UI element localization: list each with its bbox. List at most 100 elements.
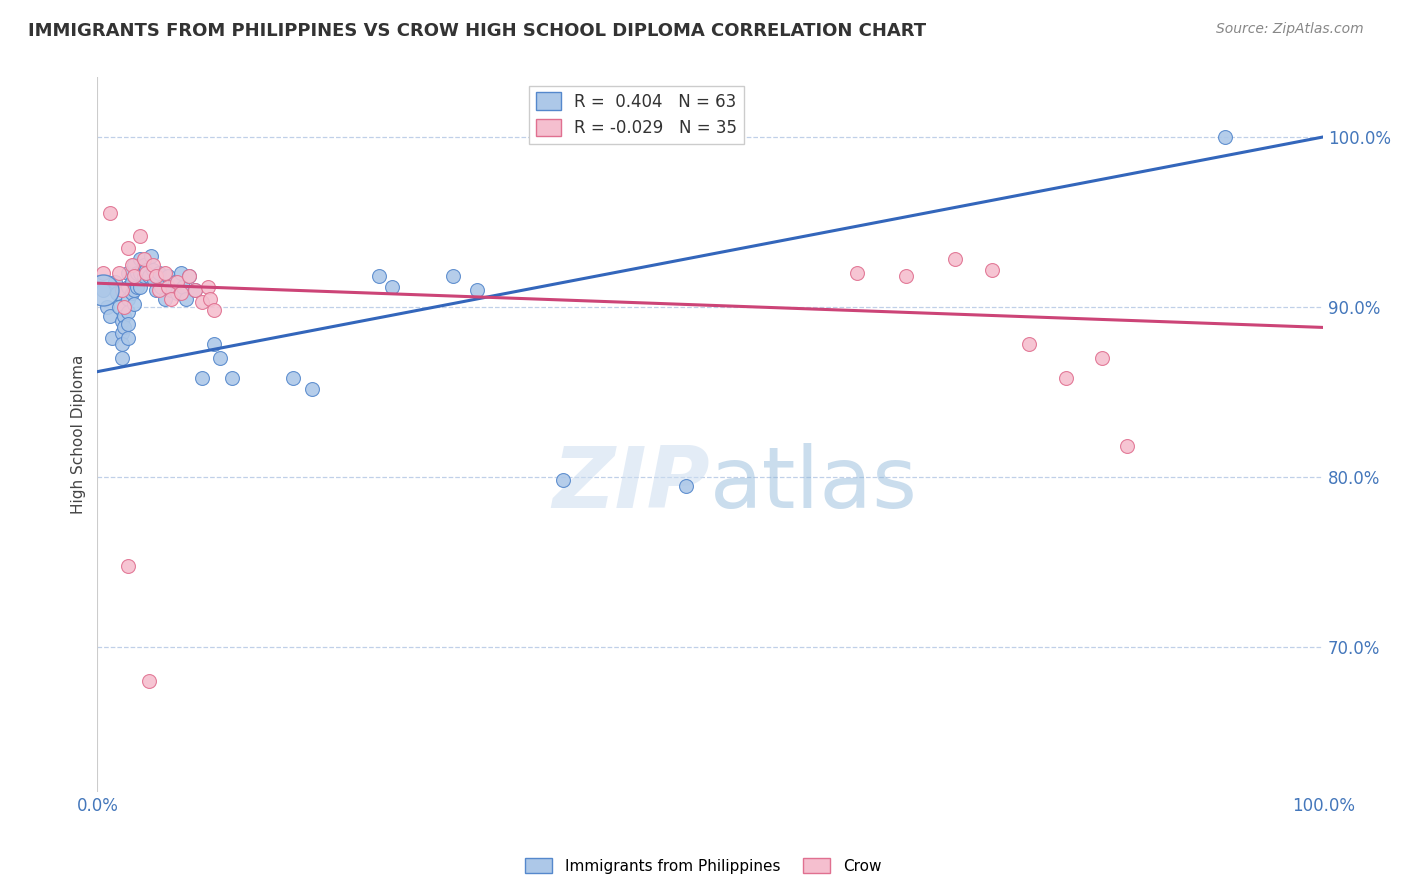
Point [174,292,197,306]
Point [122,283,145,297]
Point [157,279,180,293]
Point [122,296,145,310]
Point [117,266,139,280]
Point [105,286,128,301]
Point [179,269,201,284]
Point [111,313,134,327]
Point [141,262,163,277]
Point [208,351,231,365]
Point [117,279,139,293]
Point [202,337,225,351]
Point [122,269,145,284]
Point [111,283,134,297]
Point [129,228,152,243]
Point [111,351,134,365]
Point [129,266,152,280]
Point [132,252,155,267]
Point [846,266,869,280]
Point [368,269,391,284]
Text: Source: ZipAtlas.com: Source: ZipAtlas.com [1216,22,1364,37]
Point [467,283,489,297]
Point [141,249,163,263]
Legend: Immigrants from Philippines, Crow: Immigrants from Philippines, Crow [519,852,887,880]
Point [111,326,134,340]
Point [125,279,148,293]
Point [160,283,183,297]
Point [197,279,219,293]
Point [380,279,402,293]
Point [153,292,176,306]
Point [145,269,167,284]
Point [145,283,167,297]
Point [1116,440,1139,454]
Point [166,275,188,289]
Point [111,337,134,351]
Point [117,558,139,573]
Point [121,275,143,289]
Point [122,269,145,284]
Point [153,266,176,280]
Point [122,258,145,272]
Point [117,240,139,254]
Point [1213,130,1236,145]
Point [132,258,155,272]
Point [184,283,207,297]
Point [1018,337,1040,351]
Text: atlas: atlas [710,443,918,526]
Point [125,266,148,280]
Point [117,292,139,306]
Point [112,320,135,334]
Point [553,474,575,488]
Point [112,300,135,314]
Point [142,273,165,287]
Point [675,478,697,492]
Point [150,279,173,293]
Point [101,331,124,345]
Point [108,300,131,314]
Point [129,252,152,267]
Point [170,286,193,301]
Point [221,371,243,385]
Point [112,309,135,323]
Point [160,292,183,306]
Point [184,283,207,297]
Point [121,258,143,272]
Point [1091,351,1114,365]
Point [301,382,323,396]
Point [166,286,188,301]
Legend: R =  0.404   N = 63, R = -0.029   N = 35: R = 0.404 N = 63, R = -0.029 N = 35 [530,86,744,144]
Point [138,674,160,689]
Point [1054,371,1077,385]
Point [198,292,221,306]
Point [163,275,186,289]
Point [441,269,464,284]
Point [202,303,225,318]
Point [117,305,139,319]
Point [172,279,194,293]
Point [170,266,193,280]
Point [117,331,139,345]
Text: IMMIGRANTS FROM PHILIPPINES VS CROW HIGH SCHOOL DIPLOMA CORRELATION CHART: IMMIGRANTS FROM PHILIPPINES VS CROW HIGH… [28,22,927,40]
Point [283,371,305,385]
Point [96,300,118,314]
Point [93,283,115,297]
Point [98,309,121,323]
Point [93,283,115,297]
Point [190,371,212,385]
Point [945,252,967,267]
Point [129,279,152,293]
Point [108,266,131,280]
Point [103,275,125,289]
Point [148,283,170,297]
Point [157,269,180,284]
Point [896,269,918,284]
Point [148,266,170,280]
Point [98,206,121,220]
Text: ZIP: ZIP [553,443,710,526]
Point [190,294,212,309]
Point [132,269,155,284]
Point [179,269,201,284]
Y-axis label: High School Diploma: High School Diploma [72,355,86,515]
Point [138,269,160,284]
Point [117,317,139,331]
